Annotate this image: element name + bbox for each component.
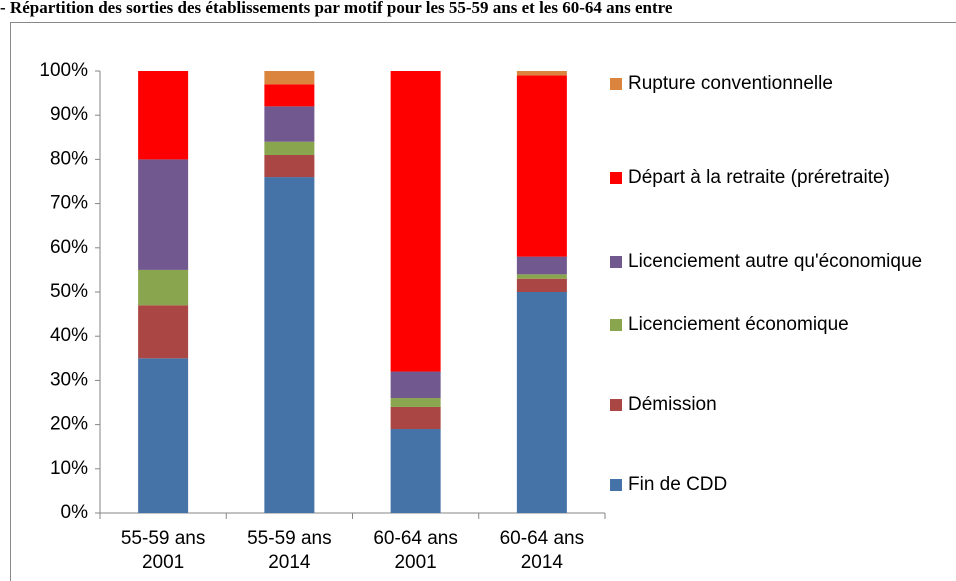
bar-segment bbox=[516, 278, 567, 292]
bar-segment bbox=[516, 75, 567, 257]
y-tick-label: 80% bbox=[50, 148, 88, 169]
bar-segment bbox=[138, 159, 189, 270]
legend-label: Licenciement autre qu'économique bbox=[628, 251, 922, 272]
bar-segment bbox=[264, 141, 315, 155]
bar-segment bbox=[390, 71, 441, 372]
legend-swatch bbox=[610, 399, 622, 411]
bar-segment bbox=[138, 71, 189, 160]
y-tick-label: 30% bbox=[50, 369, 88, 390]
x-tick-label: 60-64 ans 2014 bbox=[500, 528, 585, 573]
legend-label: Départ à la retraite (préretraite) bbox=[628, 167, 890, 188]
y-tick-label: 60% bbox=[50, 237, 88, 258]
x-tick-label: 55-59 ans 2014 bbox=[247, 528, 332, 573]
bar-segment bbox=[264, 106, 315, 142]
y-tick-label: 10% bbox=[50, 458, 88, 479]
bar-segment bbox=[390, 398, 441, 407]
legend-swatch bbox=[610, 78, 622, 90]
bar-segment bbox=[138, 269, 189, 306]
bar-segment bbox=[264, 154, 315, 178]
y-tick-label: 40% bbox=[50, 325, 88, 346]
legend-swatch bbox=[610, 479, 622, 491]
bar-segment bbox=[516, 292, 567, 513]
legend-swatch bbox=[610, 319, 622, 331]
bar-segment bbox=[516, 256, 567, 275]
bar-segment bbox=[516, 274, 567, 279]
y-tick-label: 50% bbox=[50, 281, 88, 302]
bar-segment bbox=[264, 177, 315, 513]
bar-segment bbox=[516, 71, 567, 76]
chart-title: - Répartition des sorties des établissem… bbox=[0, 0, 673, 17]
legend-label: Fin de CDD bbox=[628, 474, 727, 495]
y-tick-label: 100% bbox=[39, 60, 88, 81]
y-tick-label: 90% bbox=[50, 104, 88, 125]
x-tick-label: 55-59 ans 2001 bbox=[121, 528, 206, 573]
legend-label: Licenciement économique bbox=[628, 314, 849, 335]
bar-segment bbox=[390, 406, 441, 430]
bar-segment bbox=[390, 371, 441, 399]
bar-segment bbox=[138, 358, 189, 513]
bar-segment bbox=[264, 84, 315, 107]
bar-segment bbox=[264, 71, 315, 85]
legend-swatch bbox=[610, 172, 622, 184]
legend-label: Démission bbox=[628, 394, 717, 415]
y-tick-label: 20% bbox=[50, 414, 88, 435]
y-tick-label: 0% bbox=[61, 502, 89, 523]
legend-swatch bbox=[610, 256, 622, 268]
bar-segment bbox=[138, 305, 189, 359]
bar-segment bbox=[390, 429, 441, 513]
x-tick-label: 60-64 ans 2001 bbox=[373, 528, 458, 573]
chart-frame bbox=[10, 22, 956, 581]
legend-label: Rupture conventionnelle bbox=[628, 73, 833, 94]
y-tick-label: 70% bbox=[50, 193, 88, 214]
